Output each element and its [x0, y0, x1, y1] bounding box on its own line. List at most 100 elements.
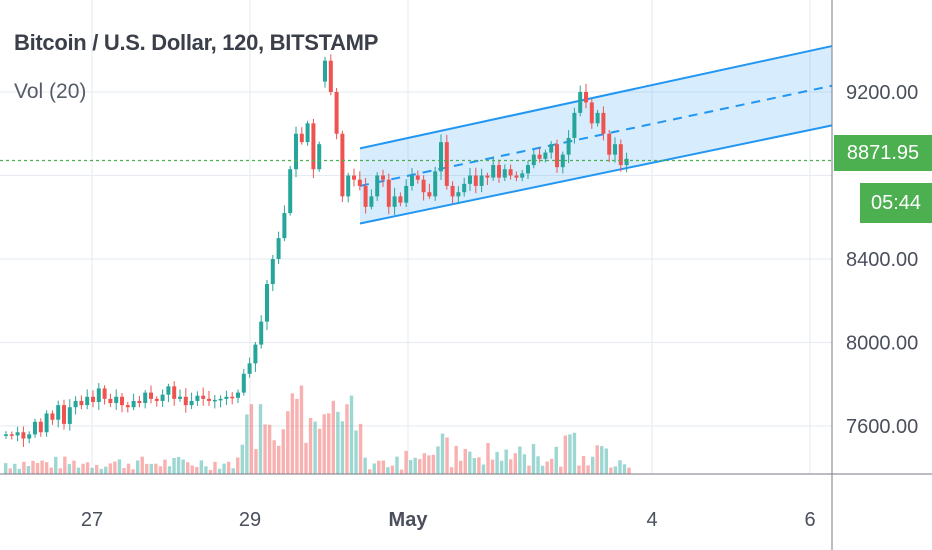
- volume-bar: [231, 468, 235, 474]
- candle-body: [410, 175, 414, 186]
- candle-body: [497, 165, 501, 178]
- volume-bars: [4, 385, 631, 474]
- candle-body: [178, 396, 182, 399]
- volume-bar: [281, 429, 285, 474]
- candle-body: [491, 165, 496, 178]
- candle-body: [143, 392, 148, 404]
- volume-bar: [431, 454, 436, 474]
- candle-body: [340, 133, 345, 197]
- volume-bar: [349, 395, 354, 474]
- volume-bar: [13, 463, 17, 474]
- price-tick-label: 7600.00: [846, 416, 918, 438]
- candle-body: [508, 169, 513, 176]
- candle-body: [56, 405, 61, 420]
- volume-bar: [513, 453, 517, 474]
- price-axis-labels[interactable]: 7600.00 8000.00 8400.00 9200.00: [846, 82, 918, 438]
- volume-bar: [408, 460, 413, 474]
- volume-bar: [81, 463, 85, 474]
- volume-bar: [108, 463, 113, 474]
- candle-body: [9, 434, 14, 436]
- volume-bar: [563, 435, 568, 474]
- volume-bar: [454, 445, 458, 474]
- candle-body: [311, 123, 316, 170]
- candle-body: [514, 175, 519, 178]
- candle-body: [236, 392, 240, 398]
- volume-bar: [149, 463, 153, 474]
- volume-bar: [381, 460, 386, 474]
- time-axis-labels[interactable]: 27 29 May 4 6: [81, 509, 816, 531]
- volume-bar: [331, 400, 335, 474]
- candle-body: [601, 112, 606, 134]
- volume-bar: [495, 451, 499, 474]
- volume-bar: [559, 466, 563, 474]
- volume-bar: [95, 465, 99, 474]
- volume-bar: [354, 430, 358, 474]
- candle-body: [44, 413, 49, 433]
- candle-body: [479, 175, 484, 186]
- candle-body: [73, 400, 78, 408]
- volume-bar: [504, 449, 508, 474]
- volume-bar: [190, 465, 194, 474]
- volume-bar: [90, 467, 94, 474]
- volume-bar: [240, 444, 244, 474]
- candle-body: [189, 400, 194, 406]
- candle-body: [369, 196, 374, 207]
- candle-body: [334, 92, 339, 134]
- volume-bar: [308, 417, 313, 474]
- candle-body: [91, 396, 95, 402]
- volume-indicator-label[interactable]: Vol (20): [14, 80, 87, 103]
- candle-body: [537, 154, 542, 159]
- volume-bar: [399, 469, 404, 474]
- grid-lines: [0, 0, 832, 474]
- volume-bar: [299, 385, 304, 474]
- volume-bar: [263, 424, 267, 474]
- channel-fill: [360, 46, 832, 224]
- candle-body: [357, 179, 362, 186]
- candle-body: [265, 284, 269, 322]
- volume-bar: [85, 462, 90, 474]
- volume-bar: [176, 457, 181, 474]
- volume-bar: [436, 446, 440, 474]
- candle-body: [15, 432, 20, 436]
- parallel-channel[interactable]: [359, 45, 833, 225]
- candle-body: [584, 92, 588, 103]
- volume-bar: [577, 465, 581, 474]
- volume-bar: [245, 414, 249, 474]
- candle-body: [381, 175, 385, 180]
- candle-body: [294, 133, 298, 170]
- volume-bar: [472, 458, 477, 474]
- volume-bar: [604, 448, 608, 474]
- volume-bar: [236, 457, 240, 474]
- candle-body: [102, 388, 107, 399]
- candle-body: [473, 175, 478, 186]
- volume-bar: [509, 459, 513, 474]
- channel-median-line: [359, 84, 833, 187]
- volume-bar: [499, 460, 504, 474]
- symbol-title: Bitcoin / U.S. Dollar, 120, BITSTAMP: [14, 30, 379, 55]
- candle-body: [154, 398, 159, 401]
- volume-bar: [58, 468, 62, 474]
- volume-bar: [135, 460, 140, 474]
- volume-bar: [340, 421, 345, 474]
- volume-bar: [386, 467, 390, 474]
- volume-bar: [413, 457, 417, 474]
- volume-bar: [550, 458, 554, 474]
- volume-bar: [8, 468, 12, 474]
- candle-body: [131, 400, 136, 408]
- volume-bar: [595, 445, 599, 474]
- candle-body: [607, 133, 612, 155]
- volume-bar: [290, 393, 295, 474]
- candle-body: [62, 405, 66, 424]
- volume-bar: [126, 463, 131, 474]
- candle-body: [549, 144, 554, 153]
- volume-bar: [40, 460, 44, 474]
- time-tick-label: 29: [239, 509, 261, 531]
- volume-bar: [477, 457, 481, 474]
- candle-body: [172, 386, 177, 399]
- volume-bar: [104, 466, 108, 474]
- candle-body: [572, 112, 577, 138]
- volume-bar: [581, 456, 586, 474]
- volume-bar: [427, 455, 431, 474]
